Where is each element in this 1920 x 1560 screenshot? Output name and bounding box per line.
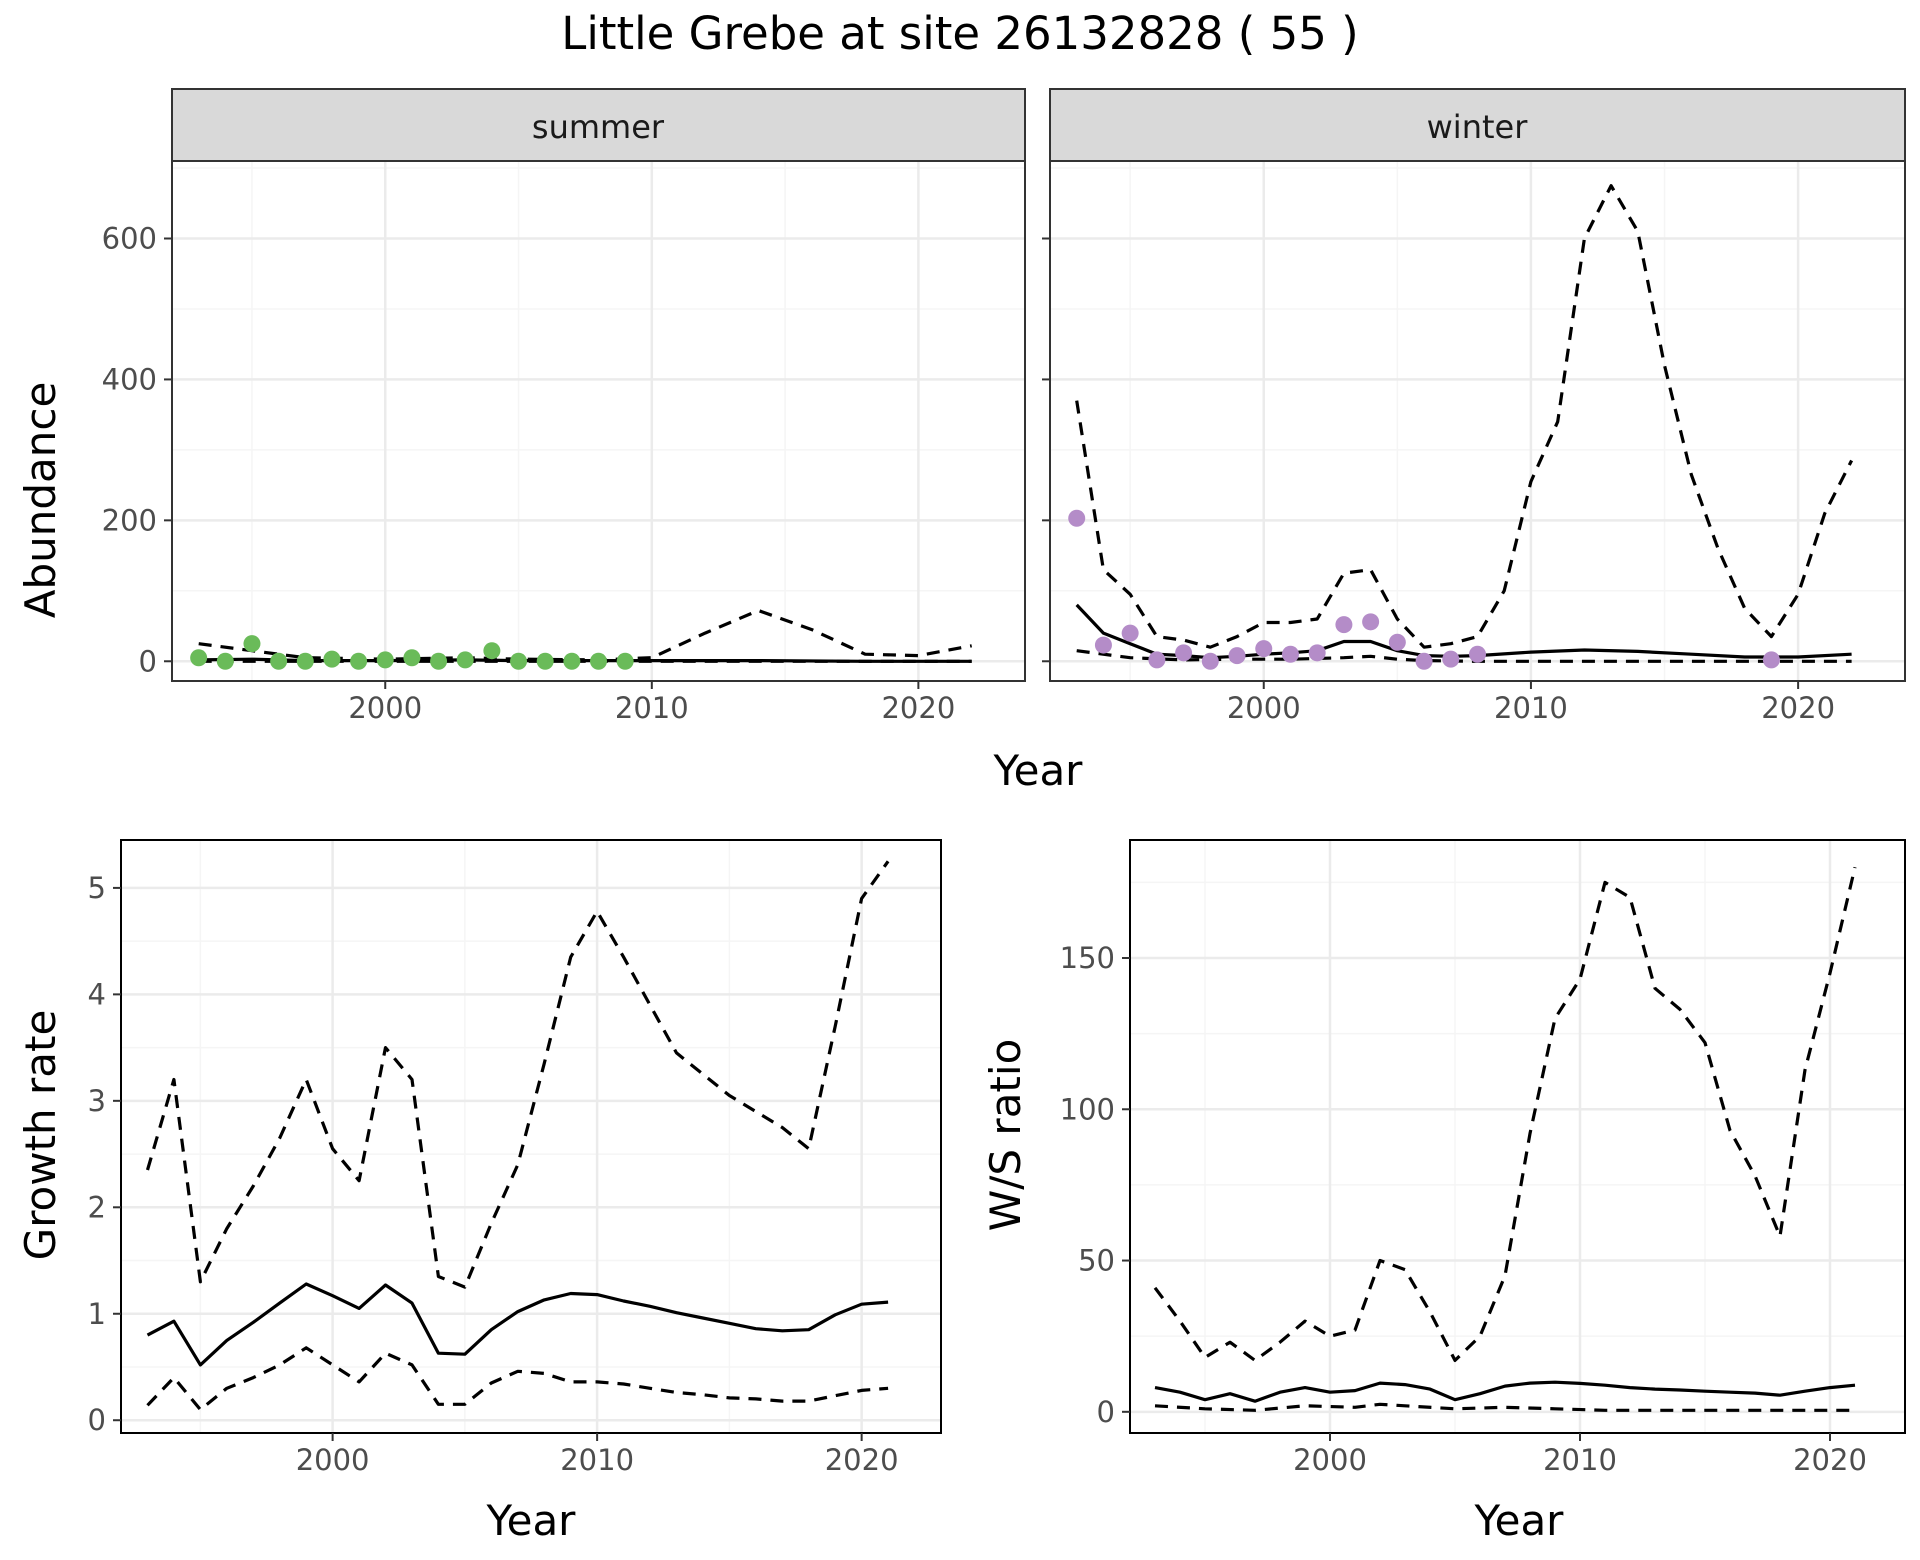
summer-data-point — [456, 651, 474, 669]
summer-data-point — [323, 650, 341, 668]
summer-y-tick-label: 600 — [102, 222, 157, 256]
summer-data-point — [483, 642, 501, 660]
ws-x-axis-title: Year — [1474, 1496, 1565, 1545]
summer-data-point — [296, 652, 314, 670]
summer-panel-background — [172, 161, 1025, 681]
growth-y-tick-label: 3 — [88, 1084, 106, 1118]
ws_ratio-panel-background — [1130, 840, 1905, 1433]
summer-y-tick-label: 0 — [139, 644, 157, 678]
growth-x-tick-label: 2000 — [296, 1443, 370, 1477]
summer-data-point — [563, 652, 581, 670]
growth-dashed-line-2 — [146, 1346, 889, 1412]
summer-data-point — [403, 649, 421, 667]
winter-plot-area: 2000 2010 2020 — [1042, 160, 1906, 725]
growth-y-axis-title: Growth rate — [16, 1010, 65, 1261]
winter-dashed-line-1 — [1075, 184, 1854, 649]
ws_ratio-y-tick-label: 50 — [1078, 1244, 1115, 1278]
winter-solid-line-0 — [1075, 603, 1852, 660]
summer-data-point — [350, 652, 368, 670]
summer-data-point — [190, 649, 208, 667]
winter-dashed-line-2 — [1076, 649, 1852, 663]
ws_ratio-x-tick-label: 2010 — [1543, 1443, 1617, 1477]
summer-data-point — [510, 652, 528, 670]
top-x-axis-title: Year — [993, 746, 1084, 795]
winter-data-point — [1228, 647, 1246, 665]
winter-data-point — [1762, 651, 1780, 669]
winter-data-point — [1442, 650, 1460, 668]
winter-data-point — [1148, 651, 1166, 669]
winter-panel-border — [1049, 160, 1906, 682]
summer-x-tick-label: 2000 — [348, 691, 422, 725]
winter-data-point — [1335, 616, 1353, 634]
winter-data-point — [1094, 636, 1112, 654]
winter-strip-label: winter — [1427, 108, 1529, 146]
growth-plot-area: 2000 2010 2020 0 1 2 3 4 5 — [88, 839, 942, 1477]
growth-y-tick-label: 1 — [88, 1297, 106, 1331]
growth-y-tick-label: 0 — [88, 1403, 106, 1437]
winter-panel-background — [1050, 161, 1905, 681]
summer-data-point — [536, 652, 554, 670]
winter-data-point — [1281, 645, 1299, 663]
ws_ratio-y-tick-label: 150 — [1060, 941, 1115, 975]
growth-x-tick-label: 2010 — [560, 1443, 634, 1477]
winter-data-point — [1121, 624, 1139, 642]
summer-data-point — [243, 635, 261, 653]
winter-x-tick-label: 2010 — [1494, 691, 1568, 725]
abundance-y-axis-title: Abundance — [16, 382, 65, 619]
growth-x-axis-title: Year — [486, 1496, 577, 1545]
abundance-winter-panel: winter 2000 2010 2020 — [1042, 88, 1906, 725]
summer-data-point — [216, 652, 234, 670]
winter-data-point — [1469, 645, 1486, 663]
growth-y-tick-label: 5 — [88, 871, 106, 905]
ws_ratio-x-tick-label: 2000 — [1293, 1443, 1367, 1477]
ws_ratio-panel-border — [1129, 839, 1906, 1434]
ws_ratio-dashed-line-1 — [1153, 866, 1857, 1362]
winter-x-tick-label: 2020 — [1761, 691, 1835, 725]
winter-x-tick-label: 2000 — [1227, 691, 1301, 725]
summer-data-point — [590, 652, 607, 670]
winter-data-point — [1388, 633, 1406, 651]
summer-x-tick-label: 2010 — [615, 691, 689, 725]
winter-strip — [1049, 88, 1906, 162]
growth-y-tick-label: 2 — [88, 1190, 106, 1224]
growth-dashed-line-1 — [145, 860, 890, 1289]
winter-data-point — [1415, 652, 1433, 670]
growth-rate-panel: 2000 2010 2020 0 1 2 3 4 5 Year Growth rate — [16, 839, 942, 1545]
growth-solid-line-0 — [146, 1282, 889, 1367]
growth-panel-border — [120, 839, 942, 1434]
figure-title: Little Grebe at site 26132828 ( 55 ) — [561, 7, 1358, 60]
ws_ratio-x-tick-label: 2020 — [1793, 1443, 1867, 1477]
abundance-summer-panel: summer 2000 2010 2020 0 200 400 600 — [102, 88, 1026, 725]
growth-y-tick-label: 4 — [88, 977, 106, 1011]
ws-plot-area: 2000 2010 2020 0 50 100 150 — [1060, 839, 1906, 1477]
summer-x-tick-label: 2020 — [881, 691, 955, 725]
winter-data-point — [1068, 509, 1086, 527]
winter-data-point — [1255, 640, 1273, 658]
ws-ratio-panel: 2000 2010 2020 0 50 100 150 Year W/S ratio — [981, 839, 1906, 1545]
summer-y-tick-label: 400 — [102, 362, 157, 396]
growth-x-tick-label: 2020 — [825, 1443, 899, 1477]
ws_ratio-y-tick-label: 0 — [1097, 1395, 1115, 1429]
winter-data-point — [1362, 613, 1380, 631]
summer-y-tick-label: 200 — [102, 503, 157, 537]
summer-panel-border — [171, 160, 1026, 682]
growth-panel-background — [121, 840, 941, 1433]
summer-strip-label: summer — [532, 108, 665, 146]
winter-data-point — [1201, 652, 1219, 670]
summer-strip — [171, 88, 1026, 162]
ws-y-axis-title: W/S ratio — [981, 1039, 1030, 1232]
winter-data-point — [1175, 644, 1193, 662]
ws_ratio-dashed-line-2 — [1154, 1402, 1855, 1412]
ws_ratio-solid-line-0 — [1154, 1380, 1856, 1403]
winter-data-point — [1308, 644, 1326, 662]
summer-plot-area: 2000 2010 2020 0 200 400 600 — [102, 160, 1026, 725]
summer-data-point — [376, 651, 394, 669]
ws_ratio-y-tick-label: 100 — [1060, 1092, 1115, 1126]
summer-data-point — [430, 652, 448, 670]
summer-data-point — [270, 652, 288, 670]
summer-data-point — [616, 652, 634, 670]
